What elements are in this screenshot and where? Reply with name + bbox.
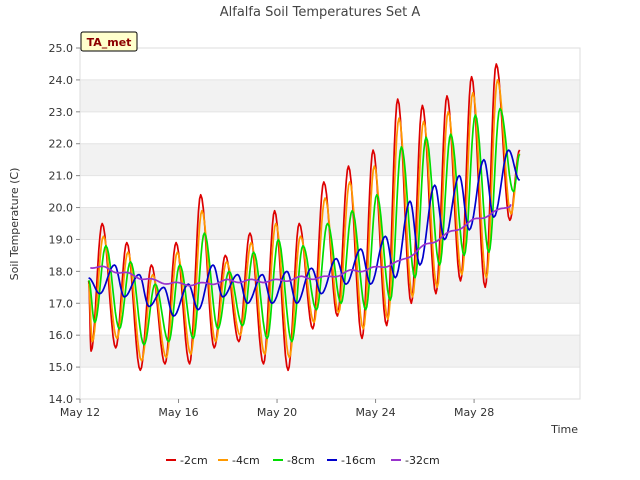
x-tick-label: May 28 (454, 406, 494, 419)
x-axis-ticks: May 12 May 16 May 20 May 24 May 28 (60, 399, 494, 419)
x-tick-label: May 20 (257, 406, 297, 419)
legend-item-label: -4cm (232, 454, 260, 467)
y-tick-label: 24.0 (49, 74, 74, 87)
series-lines (87, 63, 521, 372)
x-tick-label: May 12 (60, 406, 100, 419)
y-axis-label: Soil Temperature (C) (8, 168, 21, 281)
chart-title: Alfalfa Soil Temperatures Set A (220, 5, 421, 20)
y-tick-label: 17.0 (49, 297, 74, 310)
band (80, 335, 580, 368)
legend-item-label: -2cm (180, 454, 208, 467)
legend: -2cm -4cm -8cm -16cm -32cm (166, 454, 440, 467)
plot-frame (79, 47, 581, 400)
y-tick-label: 20.0 (49, 202, 74, 215)
y-tick-label: 15.0 (49, 361, 74, 374)
badge-label: TA_met (87, 36, 132, 49)
x-axis-label: Time (550, 423, 578, 436)
y-tick-label: 25.0 (49, 42, 74, 55)
y-tick-label: 16.0 (49, 329, 74, 342)
series-line-neg8cm (87, 107, 521, 346)
series-line-neg4cm (87, 79, 521, 362)
station-badge: TA_met (80, 31, 138, 52)
series-line-neg2cm (87, 63, 521, 372)
series-line-neg16cm (88, 149, 521, 317)
series-line-neg32cm (90, 204, 512, 287)
band (80, 79, 580, 112)
y-tick-label: 14.0 (49, 393, 74, 406)
badge-box (80, 31, 138, 52)
y-tick-label: 19.0 (49, 233, 74, 246)
y-tick-label: 18.0 (49, 265, 74, 278)
x-tick-label: May 16 (158, 406, 198, 419)
y-axis-ticks: 14.0 15.0 16.0 17.0 18.0 19.0 20.0 21.0 22.0 23.0… (49, 42, 80, 406)
y-tick-label: 22.0 (49, 138, 74, 151)
y-tick-label: 23.0 (49, 106, 74, 119)
y-tick-label: 21.0 (49, 170, 74, 183)
legend-item-label: -32cm (405, 454, 440, 467)
x-tick-label: May 24 (355, 406, 395, 419)
legend-item-label: -8cm (287, 454, 315, 467)
legend-item-label: -16cm (341, 454, 376, 467)
